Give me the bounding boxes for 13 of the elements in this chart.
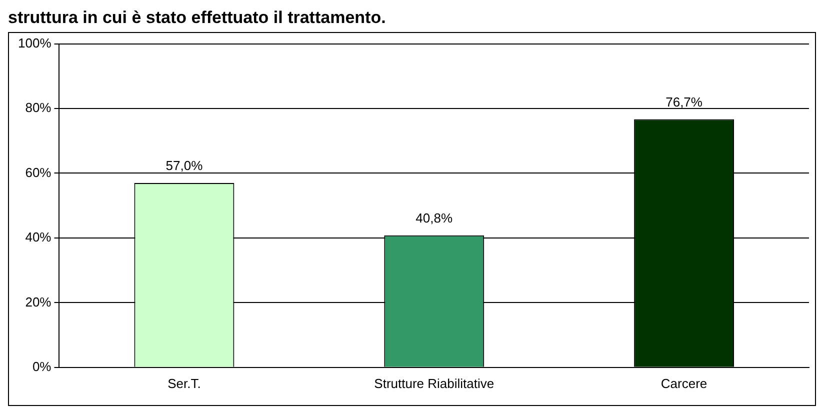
x-tick-label: Strutture Riabilitative [374, 376, 494, 391]
x-tick-label: Ser.T. [168, 376, 201, 391]
x-tick-label: Carcere [660, 376, 708, 391]
data-label: 57,0% [166, 158, 204, 174]
y-tick-label: 60% [25, 164, 52, 180]
y-tick-label: 0% [32, 358, 52, 374]
chart-title: struttura in cui è stato effettuato il trattamento. [8, 8, 387, 28]
data-label: 76,7% [666, 94, 703, 110]
y-tick-label: 20% [25, 294, 52, 310]
y-tick-label: 80% [25, 100, 52, 116]
data-label: 40,8% [416, 210, 453, 226]
y-tick-label: 40% [25, 230, 52, 245]
y-tick-label: 100% [18, 35, 52, 50]
